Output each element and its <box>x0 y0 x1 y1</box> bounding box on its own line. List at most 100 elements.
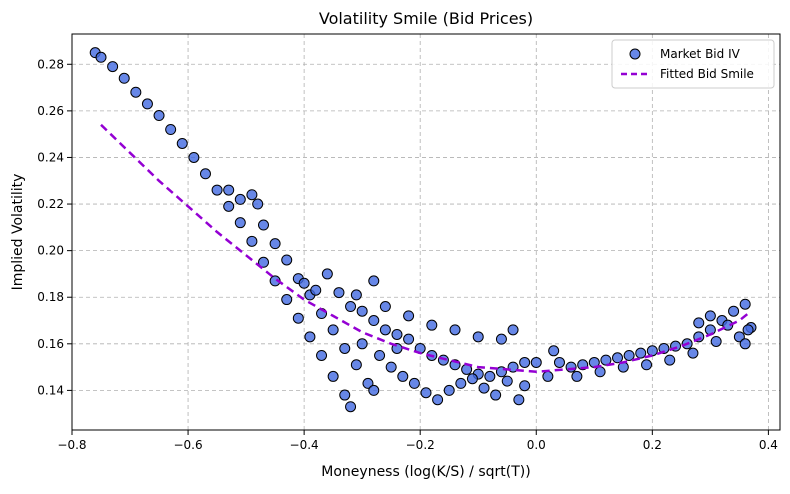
scatter-point <box>379 301 391 313</box>
y-axis-label: Implied Volatility <box>10 174 26 291</box>
scatter-point <box>356 338 368 350</box>
scatter-point <box>658 342 670 354</box>
scatter-point <box>246 235 258 247</box>
scatter-point <box>368 275 380 287</box>
legend: Market Bid IV Fitted Bid Smile <box>611 39 775 89</box>
scatter-point <box>739 298 751 310</box>
scatter-point <box>252 198 264 210</box>
scatter-point <box>403 333 415 345</box>
scatter-point <box>664 354 676 366</box>
scatter-point <box>298 277 310 289</box>
scatter-point <box>292 312 304 324</box>
scatter-point <box>548 345 560 357</box>
scatter-point <box>704 310 716 322</box>
scatter-point <box>443 384 455 396</box>
scatter-point <box>350 289 362 301</box>
scatter-point <box>234 193 246 205</box>
scatter-point <box>612 352 624 364</box>
scatter-point <box>234 217 246 229</box>
scatter-point <box>594 366 606 378</box>
scatter-point <box>327 324 339 336</box>
scatter-point <box>495 333 507 345</box>
scatter-point <box>199 168 211 180</box>
scatter-point <box>345 301 357 313</box>
scatter-point <box>321 268 333 280</box>
scatter-point <box>507 324 519 336</box>
chart-title: Volatility Smile (Bid Prices) <box>319 9 533 28</box>
scatter-point <box>339 342 351 354</box>
scatter-point <box>339 389 351 401</box>
scatter-point <box>223 184 235 196</box>
x-axis-ticks: −0.8 −0.6 −0.4 −0.2 0.0 0.2 0.4 <box>57 430 778 452</box>
scatter-point <box>368 384 380 396</box>
scatter-point <box>426 319 438 331</box>
y-axis-ticks: 0.14 0.16 0.18 0.20 0.22 0.24 0.26 0.28 <box>37 57 72 397</box>
x-tick-label: −0.2 <box>406 438 435 452</box>
scatter-point <box>176 137 188 149</box>
scatter-point <box>693 317 705 329</box>
scatter-point <box>258 256 270 268</box>
scatter-point <box>327 370 339 382</box>
y-tick-label: 0.20 <box>37 244 64 258</box>
scatter-point <box>739 338 751 350</box>
scatter-point <box>281 254 293 266</box>
scatter-point <box>333 287 345 299</box>
scatter-point <box>356 305 368 317</box>
scatter-point <box>432 394 444 406</box>
scatter-point <box>408 377 420 389</box>
scatter-point <box>379 324 391 336</box>
plot-frame <box>71 33 781 431</box>
scatter-point <box>153 110 165 122</box>
scatter-point <box>258 219 270 231</box>
legend-label-fitted-bid-smile: Fitted Bid Smile <box>660 67 754 81</box>
y-tick-label: 0.22 <box>37 197 64 211</box>
scatter-point <box>646 345 658 357</box>
scatter-point <box>501 375 513 387</box>
scatter-point <box>472 331 484 343</box>
scatter-point <box>118 72 130 84</box>
scatter-point <box>519 380 531 392</box>
scatter-point <box>742 324 754 336</box>
x-tick-label: −0.8 <box>57 438 86 452</box>
scatter-point <box>449 324 461 336</box>
scatter-point <box>519 356 531 368</box>
scatter-point <box>188 151 200 163</box>
scatter-point <box>350 359 362 371</box>
scatter-point <box>455 377 467 389</box>
scatter-point <box>466 373 478 385</box>
scatter-point <box>403 310 415 322</box>
scatter-point <box>95 51 107 63</box>
y-tick-label: 0.24 <box>37 150 64 164</box>
scatter-point <box>385 361 397 373</box>
scatter-point <box>565 361 577 373</box>
scatter-point <box>728 305 740 317</box>
scatter-point <box>513 394 525 406</box>
y-tick-label: 0.28 <box>37 57 64 71</box>
scatter-point <box>130 86 142 98</box>
scatter-point <box>687 347 699 359</box>
scatter-point <box>397 370 409 382</box>
scatter-point <box>165 124 177 136</box>
scatter-point <box>246 189 258 201</box>
scatter-point <box>223 200 235 212</box>
scatter-point <box>623 349 635 361</box>
scatter-point <box>211 184 223 196</box>
scatter-point <box>490 389 502 401</box>
scatter-point <box>391 328 403 340</box>
y-tick-label: 0.14 <box>37 383 64 397</box>
scatter-point <box>281 294 293 306</box>
scatter-point <box>362 377 374 389</box>
x-axis-label: Moneyness (log(K/S) / sqrt(T)) <box>321 464 530 480</box>
legend-label-market-bid-iv: Market Bid IV <box>660 47 741 61</box>
scatter-point <box>316 349 328 361</box>
scatter-point <box>542 370 554 382</box>
scatter-point <box>641 359 653 371</box>
scatter-point <box>530 356 542 368</box>
scatter-point <box>374 349 386 361</box>
scatter-point <box>733 331 745 343</box>
x-tick-label: −0.4 <box>290 438 319 452</box>
legend-box <box>611 39 775 89</box>
x-tick-label: 0.0 <box>527 438 546 452</box>
x-tick-label: −0.6 <box>173 438 202 452</box>
